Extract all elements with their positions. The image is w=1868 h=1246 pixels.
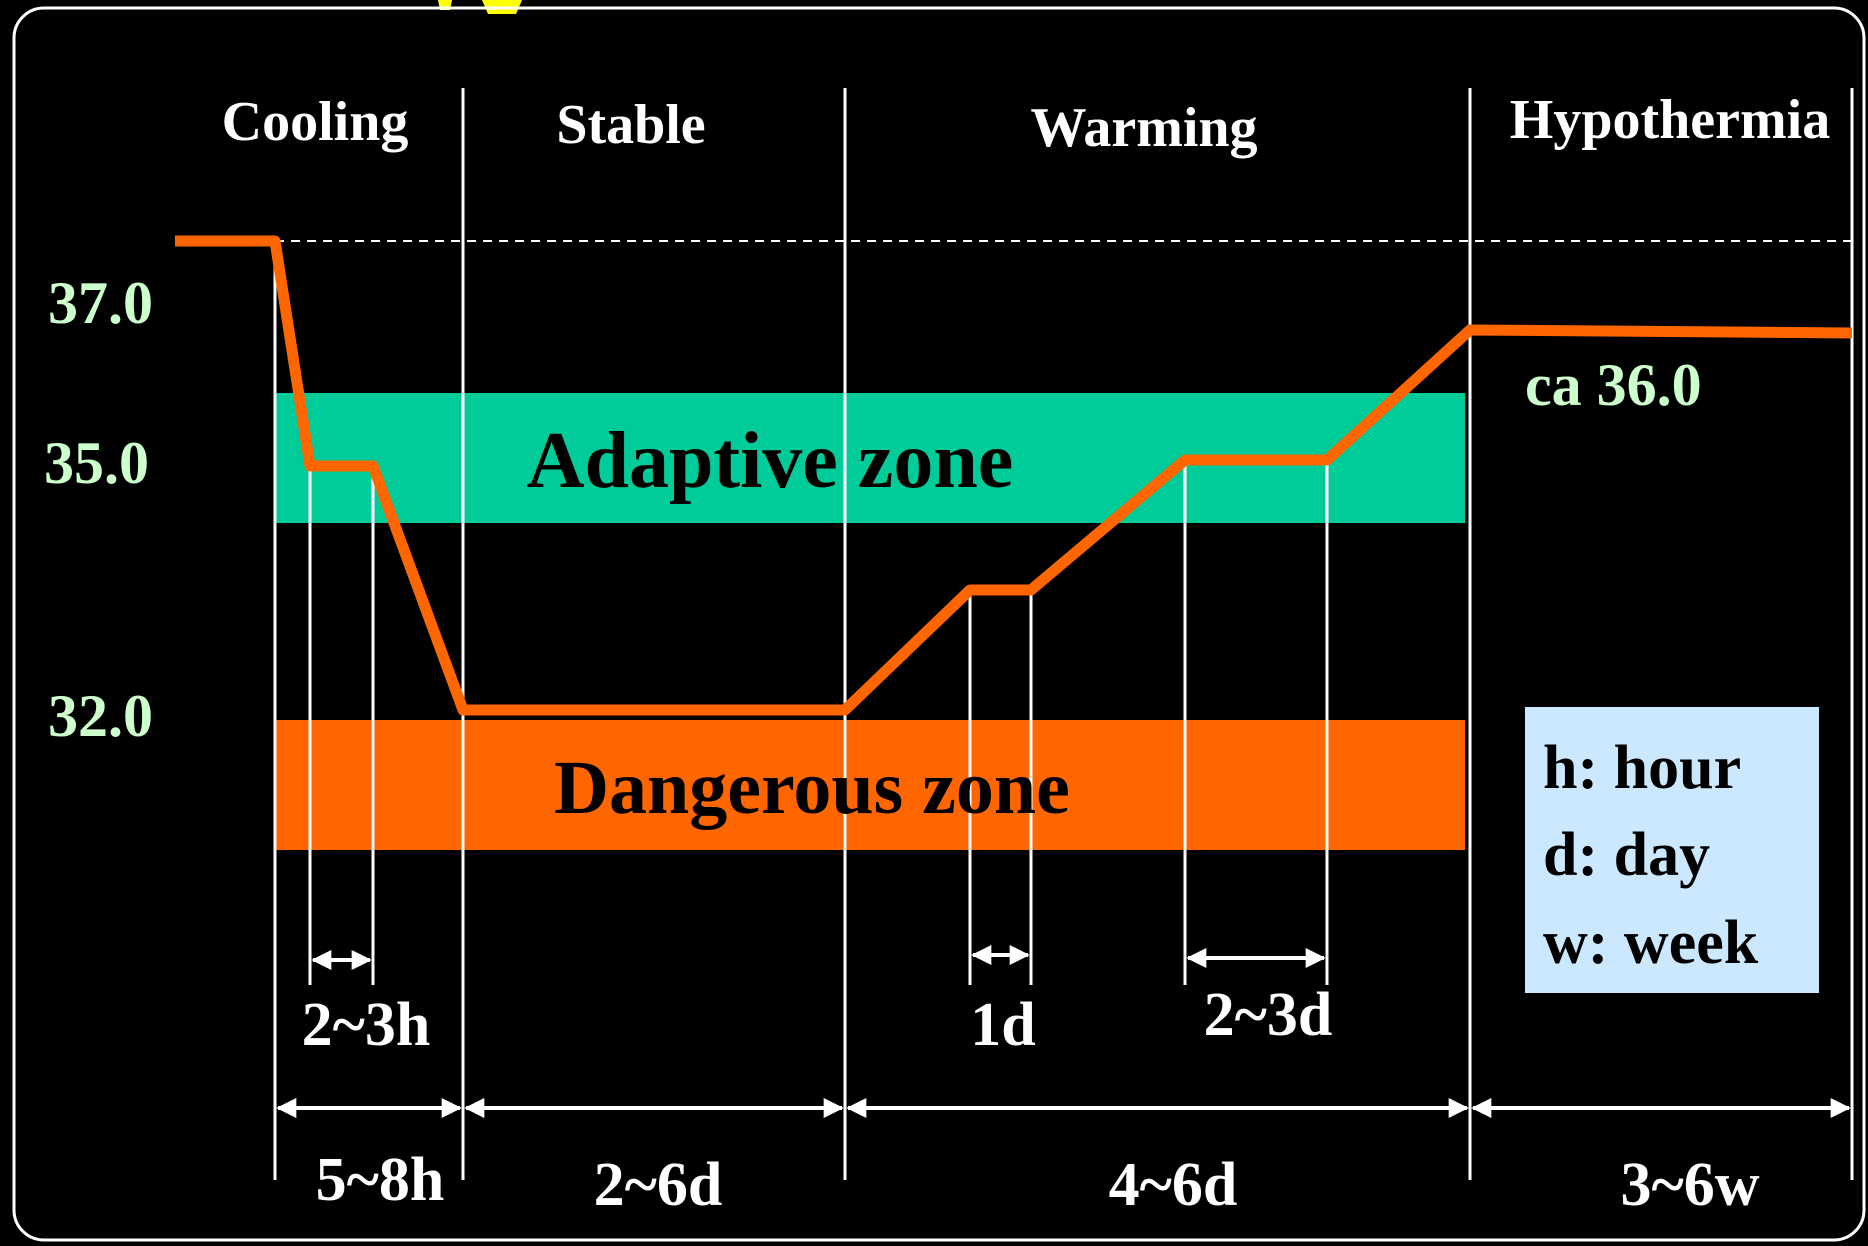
curve-end-label: ca 36.0 — [1525, 352, 1702, 418]
duration-label-hypothermia: 3~6w — [1620, 1151, 1759, 1219]
temperature-label-37: 37.0 — [48, 270, 153, 336]
phase-label-cooling: Cooling — [222, 91, 409, 153]
temperature-label-32: 32.0 — [48, 683, 153, 749]
legend-item-day: d: day — [1543, 821, 1710, 889]
legend-box — [1523, 705, 1821, 995]
title-fragment — [438, 0, 522, 14]
interval-label-2-3h: 2~3h — [302, 991, 431, 1059]
phase-label-warming: Warming — [1030, 97, 1257, 159]
temperature-curve — [175, 235, 1853, 716]
diagram-frame — [12, 6, 1866, 1242]
duration-label-warming: 4~6d — [1109, 1151, 1238, 1219]
dangerous-zone-label: Dangerous zone — [554, 746, 1070, 830]
duration-label-stable: 2~6d — [594, 1151, 723, 1219]
duration-label-cooling: 5~8h — [316, 1146, 445, 1214]
legend-item-week: w: week — [1543, 909, 1759, 977]
adaptive-zone-label: Adaptive zone — [527, 417, 1014, 505]
interval-label-2-3d: 2~3d — [1204, 981, 1333, 1049]
phase-label-stable: Stable — [556, 94, 705, 156]
temperature-label-35: 35.0 — [44, 430, 149, 496]
legend-item-hour: h: hour — [1543, 734, 1741, 802]
phase-label-hypothermia: Hypothermia — [1510, 89, 1830, 151]
dangerous-zone-band — [275, 720, 1465, 850]
interval-label-1d: 1d — [970, 991, 1035, 1059]
